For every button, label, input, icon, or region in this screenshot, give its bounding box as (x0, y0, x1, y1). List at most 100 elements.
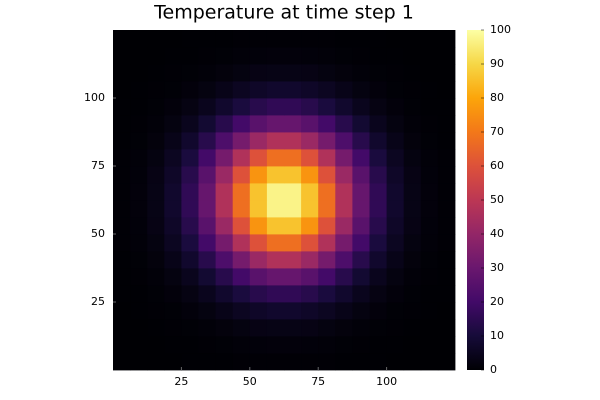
heat-cell (198, 268, 216, 286)
heat-cell (369, 47, 387, 65)
heat-cell (369, 30, 387, 48)
heat-cell (301, 183, 319, 201)
heat-cell (147, 268, 165, 286)
heat-cell (403, 268, 422, 286)
heat-cell (369, 149, 387, 167)
heat-cell (318, 234, 336, 252)
heat-cell (113, 81, 131, 99)
heat-cell (215, 149, 234, 167)
heat-cell (113, 64, 131, 82)
heat-cell (181, 302, 199, 320)
heat-cell (215, 319, 234, 337)
heat-cell (284, 302, 302, 320)
heat-cell (130, 81, 148, 99)
heat-cell (386, 183, 405, 201)
heat-cell (301, 98, 319, 116)
heat-cell (335, 132, 353, 150)
heat-cell (215, 115, 234, 133)
colorbar-tick-label: 70 (490, 125, 504, 138)
heat-cell (249, 47, 268, 65)
heat-cell (130, 200, 148, 218)
heat-cell (266, 319, 285, 337)
heat-cell (403, 64, 422, 82)
heat-cell (266, 217, 285, 235)
heat-cell (164, 132, 182, 150)
heat-cell (420, 353, 439, 371)
heat-cell (147, 115, 165, 133)
heat-cell (386, 149, 405, 167)
heat-cell (181, 98, 199, 116)
heat-cell (147, 251, 165, 269)
heat-cell (215, 217, 234, 235)
heat-cell (318, 132, 336, 150)
y-tick-label: 100 (84, 91, 105, 104)
heat-cell (437, 64, 456, 82)
heat-cell (403, 234, 422, 252)
heat-cell (130, 251, 148, 269)
heat-cell (420, 30, 439, 48)
y-tick-label: 50 (91, 227, 105, 240)
heat-cell (181, 115, 199, 133)
heat-cell (369, 336, 387, 354)
heat-cell (266, 132, 285, 150)
heat-cell (369, 132, 387, 150)
heat-cell (301, 149, 319, 167)
heat-cell (164, 302, 182, 320)
heat-cell (113, 302, 131, 320)
heat-cell (232, 200, 251, 218)
heat-cell (420, 251, 439, 269)
heat-cell (352, 132, 370, 150)
heat-cell (437, 81, 456, 99)
heat-cell (164, 183, 182, 201)
heat-cell (249, 166, 268, 184)
heat-cell (181, 166, 199, 184)
heat-cell (318, 149, 336, 167)
colorbar-tick-label: 100 (490, 23, 511, 36)
heat-cell (437, 268, 456, 286)
heat-cell (147, 166, 165, 184)
heat-cell (266, 166, 285, 184)
heat-cell (386, 132, 405, 150)
heat-cell (403, 336, 422, 354)
heat-cell (301, 268, 319, 286)
heat-cell (198, 353, 216, 371)
heat-cell (147, 302, 165, 320)
heat-cell (215, 234, 234, 252)
heat-cell (335, 319, 353, 337)
heat-cell (266, 64, 285, 82)
colorbar-tick-label: 90 (490, 57, 504, 70)
heat-cell (437, 166, 456, 184)
heat-cell (181, 217, 199, 235)
x-tick-label: 50 (243, 375, 257, 388)
heat-cell (147, 183, 165, 201)
heat-cell (215, 353, 234, 371)
heat-cell (335, 64, 353, 82)
heat-cell (420, 98, 439, 116)
heat-cell (318, 183, 336, 201)
heat-cell (266, 234, 285, 252)
heat-cell (301, 200, 319, 218)
heat-cell (352, 319, 370, 337)
heat-cell (130, 115, 148, 133)
heat-cell (369, 166, 387, 184)
heat-cell (352, 183, 370, 201)
heat-cell (437, 200, 456, 218)
heat-cell (266, 183, 285, 201)
heat-cell (215, 183, 234, 201)
heat-cell (437, 217, 456, 235)
heat-cell (164, 166, 182, 184)
heat-cell (335, 302, 353, 320)
heat-cell (335, 217, 353, 235)
heat-cell (249, 30, 268, 48)
heat-cell (301, 285, 319, 303)
heat-cell (181, 353, 199, 371)
heat-cell (215, 81, 234, 99)
heat-cell (232, 302, 251, 320)
heat-cell (130, 149, 148, 167)
heat-cell (249, 98, 268, 116)
heat-cell (369, 200, 387, 218)
heat-cell (437, 336, 456, 354)
heat-cell (147, 98, 165, 116)
heat-cell (352, 217, 370, 235)
heat-cell (301, 47, 319, 65)
